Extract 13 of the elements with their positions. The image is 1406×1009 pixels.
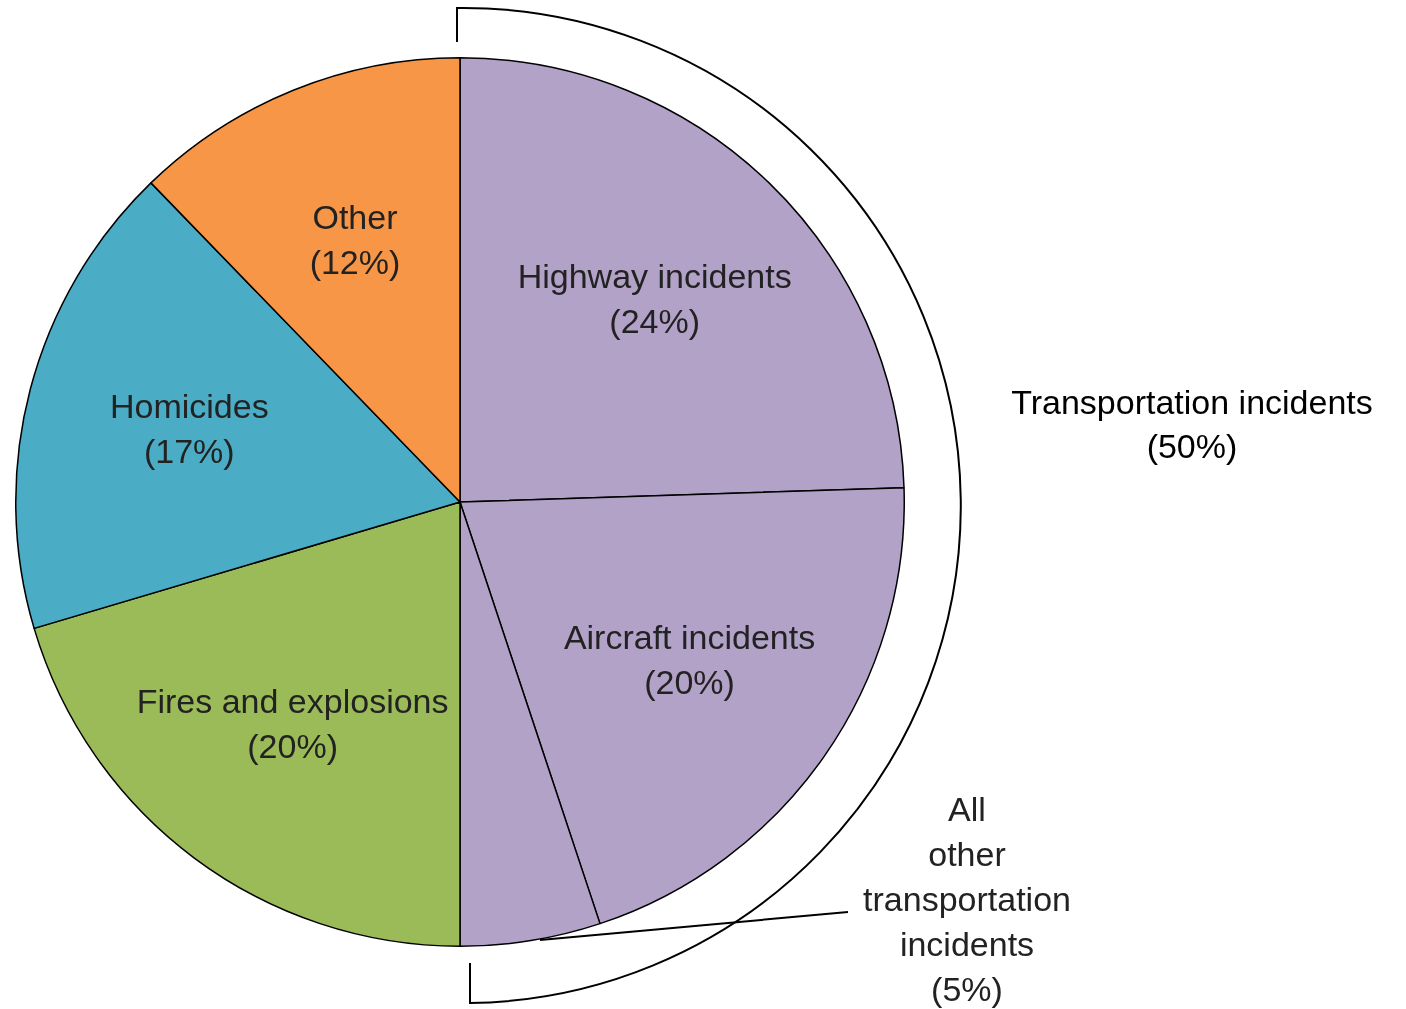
data-label: (24%) <box>609 301 701 340</box>
slice-label: Fires and explosions <box>136 682 449 721</box>
data-label: (5%) <box>931 970 1003 1009</box>
slice-label: Highway incidents <box>517 256 792 295</box>
slice-label: All other transportation incidents <box>863 790 1071 964</box>
slice-label: Other <box>312 198 398 237</box>
data-label: (17%) <box>143 431 235 470</box>
slice-label: Aircraft incidents <box>563 618 816 656</box>
data-label: (20%) <box>247 727 338 766</box>
text: Transportation incidents (50%) <box>1010 382 1374 467</box>
data-label: (12%) <box>309 243 401 282</box>
data-label: (20%) <box>644 663 735 701</box>
slice-label: Homicides <box>109 386 269 425</box>
